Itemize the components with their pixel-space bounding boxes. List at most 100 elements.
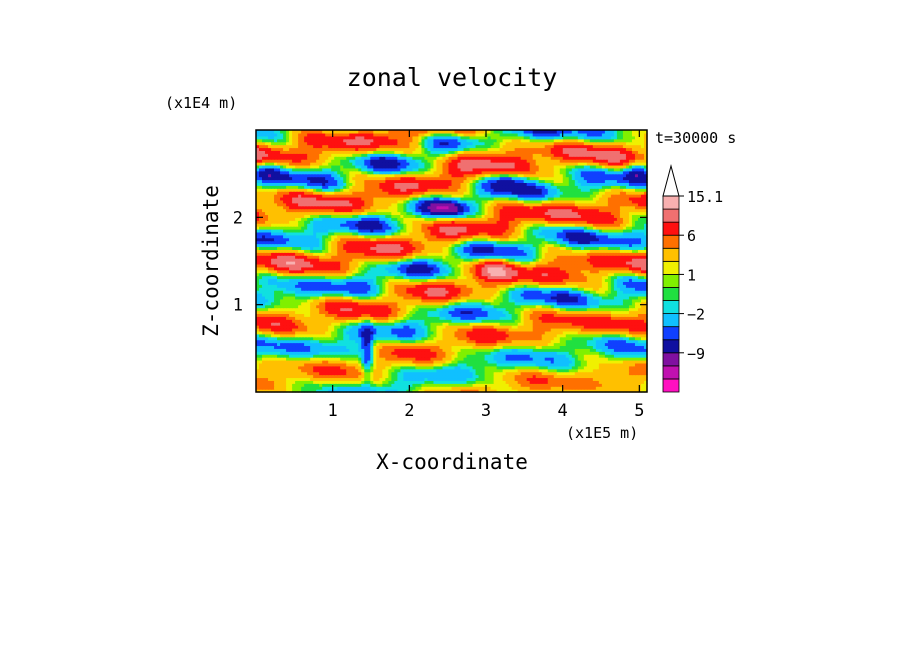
field-cell [355, 278, 359, 282]
field-cell [433, 339, 438, 344]
field-cell [472, 330, 477, 335]
field-cell [379, 307, 383, 312]
field-cell [286, 281, 290, 285]
field-cell [634, 371, 639, 376]
field-cell [382, 383, 386, 387]
field-cell [358, 365, 362, 370]
field-cell [472, 310, 477, 314]
field-cell [262, 298, 266, 303]
field-cell [286, 284, 290, 288]
field-cell [340, 295, 344, 300]
field-cell [622, 383, 627, 387]
field-cell [478, 287, 483, 291]
field-cell [418, 304, 423, 309]
field-cell [448, 327, 453, 332]
field-cell [259, 278, 263, 282]
field-cell [271, 295, 275, 300]
field-cell [424, 377, 429, 381]
field-cell [310, 368, 314, 373]
field-cell [370, 330, 374, 335]
field-cell [373, 386, 377, 390]
field-cell [613, 316, 618, 320]
field-cell [304, 278, 308, 282]
field-cell [385, 345, 389, 349]
field-cell [256, 287, 260, 291]
field-cell [481, 293, 486, 297]
field-cell [313, 389, 317, 393]
field-cell [616, 319, 621, 323]
field-cell [526, 359, 531, 364]
field-cell [601, 327, 606, 332]
field-cell [406, 354, 410, 358]
field-cell [388, 362, 392, 367]
field-cell [538, 304, 543, 309]
field-cell [397, 301, 401, 306]
field-cell [526, 307, 531, 312]
field-cell [379, 301, 383, 306]
field-cell [265, 354, 269, 358]
field-cell [385, 301, 389, 306]
field-cell [589, 310, 594, 314]
field-cell [376, 322, 380, 326]
field-cell [286, 287, 290, 291]
field-cell [364, 362, 368, 367]
field-cell [472, 284, 477, 288]
field-cell [433, 357, 438, 361]
field-cell [532, 377, 537, 381]
field-cell [280, 284, 284, 288]
field-cell [379, 348, 383, 352]
field-cell [520, 357, 525, 361]
field-cell [619, 301, 624, 306]
field-cell [322, 333, 326, 338]
field-cell [589, 362, 594, 367]
field-cell [574, 322, 579, 326]
field-cell [595, 368, 600, 373]
field-cell [331, 304, 335, 309]
field-cell [538, 351, 543, 355]
field-cell [421, 383, 426, 387]
field-cell [430, 322, 435, 326]
field-cell [274, 325, 278, 329]
field-cell [337, 295, 341, 300]
field-cell [334, 313, 338, 317]
field-cell [262, 371, 266, 376]
field-cell [505, 325, 510, 329]
field-cell [328, 359, 332, 364]
field-cell [487, 295, 492, 300]
field-cell [385, 362, 389, 367]
field-cell [631, 333, 636, 338]
field-cell [550, 345, 555, 349]
field-cell [310, 380, 314, 384]
field-cell [256, 386, 260, 390]
field-cell [616, 293, 621, 297]
field-cell [574, 383, 579, 387]
field-cell [505, 333, 510, 338]
field-cell [538, 319, 543, 323]
field-cell [265, 325, 269, 329]
field-cell [493, 383, 498, 387]
field-cell [637, 287, 642, 291]
field-cell [610, 293, 615, 297]
field-cell [610, 383, 615, 387]
field-cell [484, 368, 489, 373]
field-cell [415, 377, 420, 381]
field-cell [448, 357, 453, 361]
field-cell [571, 284, 576, 288]
field-cell [478, 313, 483, 317]
field-cell [517, 310, 522, 314]
field-cell [448, 386, 453, 390]
field-cell [586, 351, 591, 355]
field-cell [373, 330, 377, 335]
field-cell [478, 307, 483, 312]
field-cell [622, 389, 627, 393]
field-cell [448, 319, 453, 323]
field-cell [298, 383, 302, 387]
field-cell [607, 383, 612, 387]
field-cell [610, 339, 615, 344]
field-cell [271, 313, 275, 317]
field-cell [442, 354, 447, 358]
field-cell [484, 313, 489, 317]
field-cell [544, 386, 549, 390]
field-cell [457, 389, 462, 393]
field-cell [547, 307, 552, 312]
